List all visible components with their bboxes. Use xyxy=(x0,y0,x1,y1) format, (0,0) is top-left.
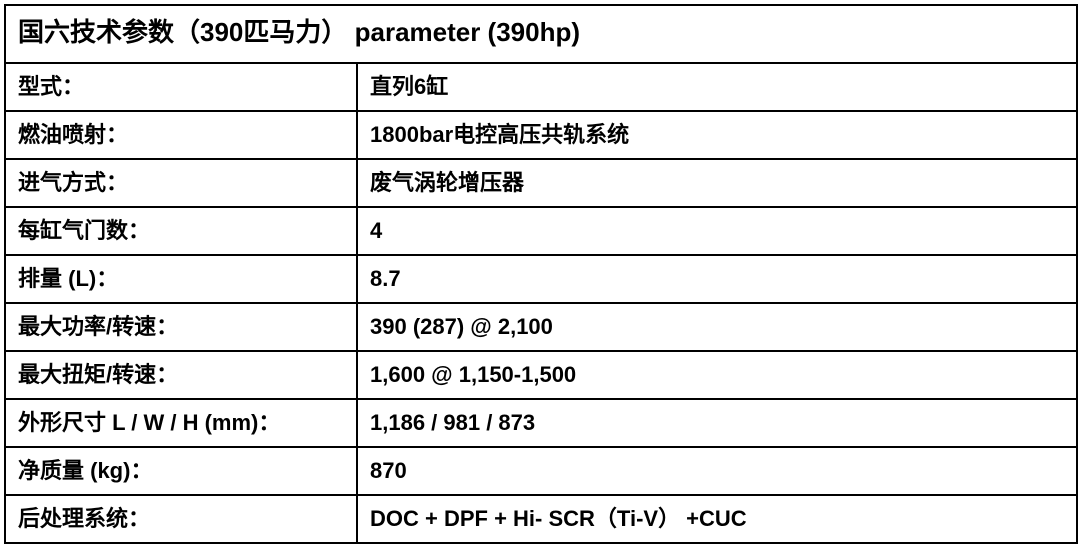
table-row: 最大功率/转速： 390 (287) @ 2,100 xyxy=(5,303,1077,351)
table-row: 排量 (L)： 8.7 xyxy=(5,255,1077,303)
spec-value: DOC + DPF + Hi- SCR（Ti-V） +CUC xyxy=(357,495,1077,543)
table-row: 净质量 (kg)： 870 xyxy=(5,447,1077,495)
spec-value: 废气涡轮增压器 xyxy=(357,159,1077,207)
spec-label: 最大扭矩/转速： xyxy=(5,351,357,399)
table-row: 进气方式： 废气涡轮增压器 xyxy=(5,159,1077,207)
table-row: 型式： 直列6缸 xyxy=(5,63,1077,111)
spec-value: 1,186 / 981 / 873 xyxy=(357,399,1077,447)
table-row: 每缸气门数： 4 xyxy=(5,207,1077,255)
spec-value: 8.7 xyxy=(357,255,1077,303)
spec-value: 1800bar电控高压共轨系统 xyxy=(357,111,1077,159)
spec-value: 390 (287) @ 2,100 xyxy=(357,303,1077,351)
spec-label: 进气方式： xyxy=(5,159,357,207)
spec-value: 870 xyxy=(357,447,1077,495)
spec-label: 最大功率/转速： xyxy=(5,303,357,351)
table-row: 最大扭矩/转速： 1,600 @ 1,150-1,500 xyxy=(5,351,1077,399)
spec-value: 直列6缸 xyxy=(357,63,1077,111)
table-title: 国六技术参数（390匹马力） parameter (390hp) xyxy=(5,5,1077,63)
spec-value: 4 xyxy=(357,207,1077,255)
table-header-row: 国六技术参数（390匹马力） parameter (390hp) xyxy=(5,5,1077,63)
table-row: 燃油喷射： 1800bar电控高压共轨系统 xyxy=(5,111,1077,159)
table-row: 外形尺寸 L / W / H (mm)： 1,186 / 981 / 873 xyxy=(5,399,1077,447)
spec-label: 排量 (L)： xyxy=(5,255,357,303)
spec-label: 净质量 (kg)： xyxy=(5,447,357,495)
spec-value: 1,600 @ 1,150-1,500 xyxy=(357,351,1077,399)
spec-label: 外形尺寸 L / W / H (mm)： xyxy=(5,399,357,447)
spec-label: 燃油喷射： xyxy=(5,111,357,159)
spec-label: 后处理系统： xyxy=(5,495,357,543)
table-row: 后处理系统： DOC + DPF + Hi- SCR（Ti-V） +CUC xyxy=(5,495,1077,543)
spec-label: 型式： xyxy=(5,63,357,111)
spec-table: 国六技术参数（390匹马力） parameter (390hp) 型式： 直列6… xyxy=(4,4,1078,544)
spec-label: 每缸气门数： xyxy=(5,207,357,255)
